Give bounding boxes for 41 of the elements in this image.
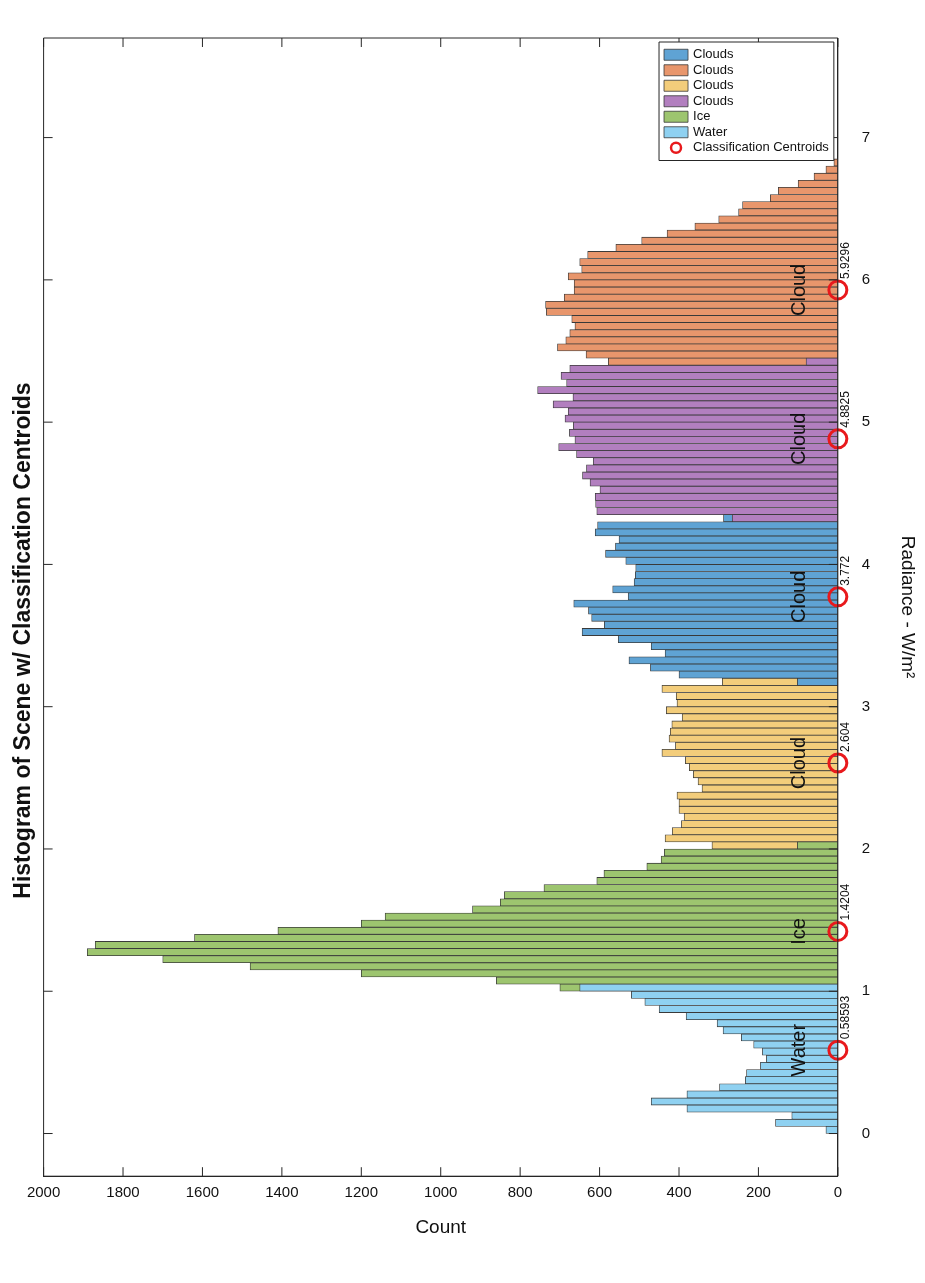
y-tick-label: 1	[861, 981, 871, 999]
x-tick-label: 1400	[265, 1183, 299, 1201]
x-tick-label: 600	[587, 1183, 613, 1201]
text: 0.58593	[838, 995, 853, 1040]
x-tick-label: 400	[666, 1183, 692, 1201]
x-tick-label: 2000	[26, 1183, 61, 1201]
legend-label: Classification Centroids	[693, 139, 830, 155]
y-tick-label: 3	[861, 696, 871, 714]
x-tick-label: 800	[507, 1183, 533, 1201]
legend-label: Clouds	[693, 46, 734, 62]
y-axis-title: Radiance - W/m²	[898, 535, 920, 679]
x-tick-label: 1200	[344, 1183, 378, 1201]
text: Histogram of Scene w/ Classification Centroids	[9, 382, 36, 899]
text: 2.604	[838, 721, 853, 753]
annotation: Cloud	[787, 570, 810, 623]
annotation: Water	[787, 1023, 810, 1077]
text: 5.9296	[838, 241, 853, 279]
x-tick-label: 200	[745, 1183, 771, 1201]
x-tick-label: 1800	[106, 1183, 140, 1201]
annotation: Cloud	[787, 412, 810, 465]
text: 3.772	[838, 555, 853, 586]
legend-label: Clouds	[693, 92, 734, 108]
annotation: Cloud	[787, 263, 810, 317]
x-axis-title: Count	[415, 1215, 467, 1237]
x-tick-label: 0	[833, 1183, 843, 1201]
y-tick-label: 2	[861, 839, 871, 857]
legend-label: Clouds	[693, 77, 734, 93]
legend-label: Clouds	[693, 61, 734, 77]
annotation: Cloud	[787, 736, 810, 790]
y-tick-label: 4	[861, 554, 871, 572]
y-tick-label: 0	[861, 1123, 871, 1141]
y-tick-label: 6	[861, 270, 871, 288]
y-tick-label: 5	[861, 412, 871, 430]
x-tick-label: 1000	[424, 1183, 458, 1201]
y-tick-label: 7	[861, 127, 871, 145]
x-tick-label: 1600	[185, 1183, 220, 1201]
annotation: Ice	[787, 918, 810, 945]
text: 1.4204	[838, 883, 853, 921]
legend-label: Ice	[693, 108, 711, 124]
text: 4.8825	[838, 390, 853, 428]
legend-label: Water	[693, 123, 728, 139]
